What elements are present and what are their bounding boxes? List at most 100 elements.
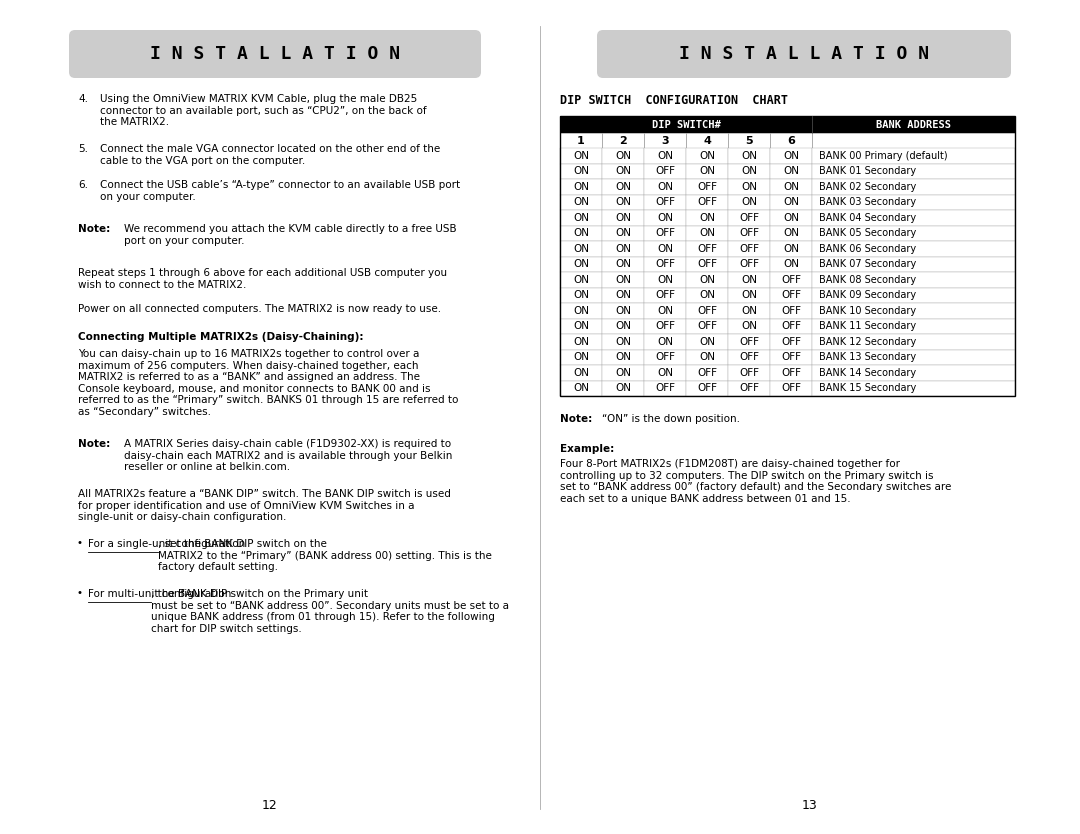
- Bar: [644, 365, 686, 380]
- Bar: [686, 133, 728, 148]
- Bar: [812, 225, 1015, 241]
- Bar: [644, 380, 686, 396]
- Text: 4: 4: [703, 135, 711, 145]
- Text: , the BANK DIP switch on the Primary unit
must be set to “BANK address 00”. Seco: , the BANK DIP switch on the Primary uni…: [151, 589, 509, 634]
- Text: ON: ON: [573, 321, 589, 331]
- Bar: [686, 288, 728, 303]
- Bar: [644, 163, 686, 179]
- Text: We recommend you attach the KVM cable directly to a free USB
port on your comput: We recommend you attach the KVM cable di…: [124, 224, 457, 245]
- Text: Example:: Example:: [561, 444, 615, 454]
- FancyBboxPatch shape: [597, 30, 1011, 78]
- Bar: [644, 319, 686, 334]
- Bar: [728, 349, 770, 365]
- Bar: [812, 319, 1015, 334]
- Text: ON: ON: [573, 290, 589, 300]
- Text: BANK 11 Secondary: BANK 11 Secondary: [819, 321, 916, 331]
- Text: ON: ON: [615, 244, 631, 254]
- Text: ON: ON: [783, 244, 799, 254]
- Text: ON: ON: [741, 274, 757, 284]
- Bar: [770, 210, 812, 225]
- Text: Connect the USB cable’s “A-type” connector to an available USB port
on your comp: Connect the USB cable’s “A-type” connect…: [100, 180, 460, 202]
- Text: ON: ON: [783, 166, 799, 176]
- Bar: [561, 380, 602, 396]
- Bar: [812, 380, 1015, 396]
- Bar: [561, 116, 812, 133]
- Text: ON: ON: [573, 166, 589, 176]
- Text: ON: ON: [657, 213, 673, 223]
- Bar: [561, 365, 602, 380]
- Text: ON: ON: [741, 321, 757, 331]
- Text: 2: 2: [619, 135, 626, 145]
- Bar: [686, 303, 728, 319]
- Bar: [728, 148, 770, 163]
- Bar: [602, 225, 644, 241]
- Bar: [602, 148, 644, 163]
- Bar: [812, 179, 1015, 194]
- Bar: [728, 365, 770, 380]
- Bar: [561, 319, 602, 334]
- Bar: [561, 179, 602, 194]
- Bar: [602, 210, 644, 225]
- Text: ON: ON: [615, 166, 631, 176]
- Bar: [686, 148, 728, 163]
- Text: ON: ON: [783, 259, 799, 269]
- Bar: [728, 241, 770, 257]
- Text: OFF: OFF: [697, 384, 717, 394]
- Text: ON: ON: [783, 151, 799, 161]
- Text: OFF: OFF: [781, 274, 801, 284]
- Text: OFF: OFF: [654, 229, 675, 239]
- Text: ON: ON: [615, 198, 631, 208]
- Bar: [770, 163, 812, 179]
- Text: ON: ON: [699, 337, 715, 347]
- Text: OFF: OFF: [697, 244, 717, 254]
- Text: OFF: OFF: [697, 306, 717, 316]
- Text: ON: ON: [699, 274, 715, 284]
- Text: ON: ON: [657, 244, 673, 254]
- Text: Four 8-Port MATRIX2s (F1DM208T) are daisy-chained together for
controlling up to: Four 8-Port MATRIX2s (F1DM208T) are dais…: [561, 459, 951, 504]
- Text: ON: ON: [615, 213, 631, 223]
- Text: For multi-unit configuration: For multi-unit configuration: [87, 589, 231, 599]
- Text: OFF: OFF: [697, 198, 717, 208]
- Text: ON: ON: [657, 274, 673, 284]
- Text: ON: ON: [573, 244, 589, 254]
- Text: OFF: OFF: [739, 337, 759, 347]
- Bar: [561, 116, 1015, 396]
- Bar: [561, 241, 602, 257]
- Text: ON: ON: [741, 306, 757, 316]
- Text: 13: 13: [802, 799, 818, 812]
- Text: ON: ON: [615, 290, 631, 300]
- Bar: [770, 225, 812, 241]
- Text: OFF: OFF: [739, 213, 759, 223]
- Bar: [812, 288, 1015, 303]
- Text: ON: ON: [573, 182, 589, 192]
- Text: 5.: 5.: [78, 144, 87, 154]
- Text: ON: ON: [741, 166, 757, 176]
- Text: OFF: OFF: [697, 182, 717, 192]
- Text: •: •: [76, 538, 82, 548]
- Text: ON: ON: [699, 151, 715, 161]
- Text: ON: ON: [657, 306, 673, 316]
- Text: ON: ON: [615, 259, 631, 269]
- Bar: [602, 133, 644, 148]
- Bar: [644, 225, 686, 241]
- Text: OFF: OFF: [654, 259, 675, 269]
- Text: ON: ON: [573, 368, 589, 378]
- Text: ON: ON: [657, 337, 673, 347]
- Bar: [602, 241, 644, 257]
- Text: ON: ON: [615, 368, 631, 378]
- Text: BANK 07 Secondary: BANK 07 Secondary: [819, 259, 916, 269]
- Text: ON: ON: [573, 274, 589, 284]
- Bar: [770, 303, 812, 319]
- Bar: [686, 225, 728, 241]
- Bar: [561, 349, 602, 365]
- Text: ON: ON: [741, 290, 757, 300]
- Text: OFF: OFF: [781, 290, 801, 300]
- Text: BANK 15 Secondary: BANK 15 Secondary: [819, 384, 916, 394]
- Bar: [770, 194, 812, 210]
- Text: OFF: OFF: [697, 259, 717, 269]
- Text: Note:: Note:: [561, 414, 592, 424]
- Text: OFF: OFF: [654, 290, 675, 300]
- Bar: [602, 272, 644, 288]
- Text: All MATRIX2s feature a “BANK DIP” switch. The BANK DIP switch is used
for proper: All MATRIX2s feature a “BANK DIP” switch…: [78, 489, 450, 522]
- Bar: [812, 194, 1015, 210]
